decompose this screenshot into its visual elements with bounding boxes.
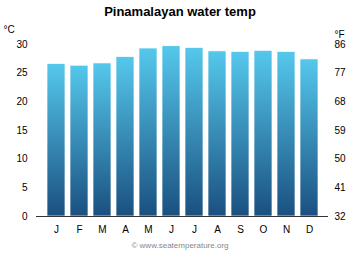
svg-text:15: 15 — [16, 125, 28, 136]
svg-text:10: 10 — [16, 153, 28, 164]
svg-text:S: S — [237, 224, 244, 235]
svg-text:M: M — [144, 224, 152, 235]
svg-text:J: J — [169, 224, 174, 235]
svg-text:M: M — [98, 224, 106, 235]
svg-text:J: J — [54, 224, 59, 235]
svg-text:59: 59 — [335, 125, 347, 136]
svg-text:25: 25 — [16, 67, 28, 78]
svg-text:J: J — [192, 224, 197, 235]
svg-text:°F: °F — [335, 29, 345, 40]
svg-text:77: 77 — [335, 67, 347, 78]
svg-text:32: 32 — [335, 211, 347, 222]
svg-text:F: F — [76, 224, 82, 235]
svg-text:68: 68 — [335, 96, 347, 107]
svg-text:D: D — [306, 224, 313, 235]
svg-text:50: 50 — [335, 153, 347, 164]
svg-text:0: 0 — [22, 211, 28, 222]
svg-text:30: 30 — [16, 39, 28, 50]
svg-text:20: 20 — [16, 96, 28, 107]
svg-text:A: A — [122, 224, 129, 235]
svg-text:86: 86 — [335, 39, 347, 50]
html-text:Pinamalayan water temp: Pinamalayan water temp — [104, 4, 256, 19]
svg-text:41: 41 — [335, 182, 347, 193]
svg-text:°C: °C — [4, 24, 15, 35]
svg-text:N: N — [283, 224, 290, 235]
svg-text:5: 5 — [22, 182, 28, 193]
svg-text:A: A — [214, 224, 221, 235]
svg-text:O: O — [260, 224, 268, 235]
html-text:© www.seatemperature.org: © www.seatemperature.org — [131, 241, 229, 250]
